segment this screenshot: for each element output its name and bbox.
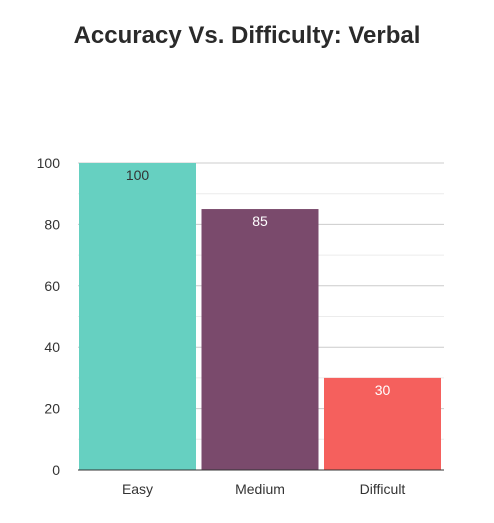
x-tick-label: Difficult [360,481,406,497]
data-label: 85 [252,213,268,229]
y-tick-label: 60 [44,278,60,294]
bar-difficult [324,377,441,470]
bar-medium [201,209,319,471]
y-tick-label: 40 [44,339,60,355]
x-tick-label: Medium [235,481,285,497]
x-tick-label: Easy [122,481,153,497]
axes: 0 20 40 60 80 100 Easy Medium Difficult [37,155,444,497]
bars [79,163,441,471]
data-label: 100 [126,167,150,183]
bar-easy [79,163,196,470]
value-labels: 100 85 30 [126,167,391,398]
y-tick-label: 20 [44,401,60,417]
data-label: 30 [375,382,391,398]
y-tick-label: 80 [44,216,60,232]
chart-title: Accuracy Vs. Difficulty: Verbal [73,22,421,49]
y-tick-label: 100 [37,155,61,171]
y-tick-label: 0 [52,462,60,478]
